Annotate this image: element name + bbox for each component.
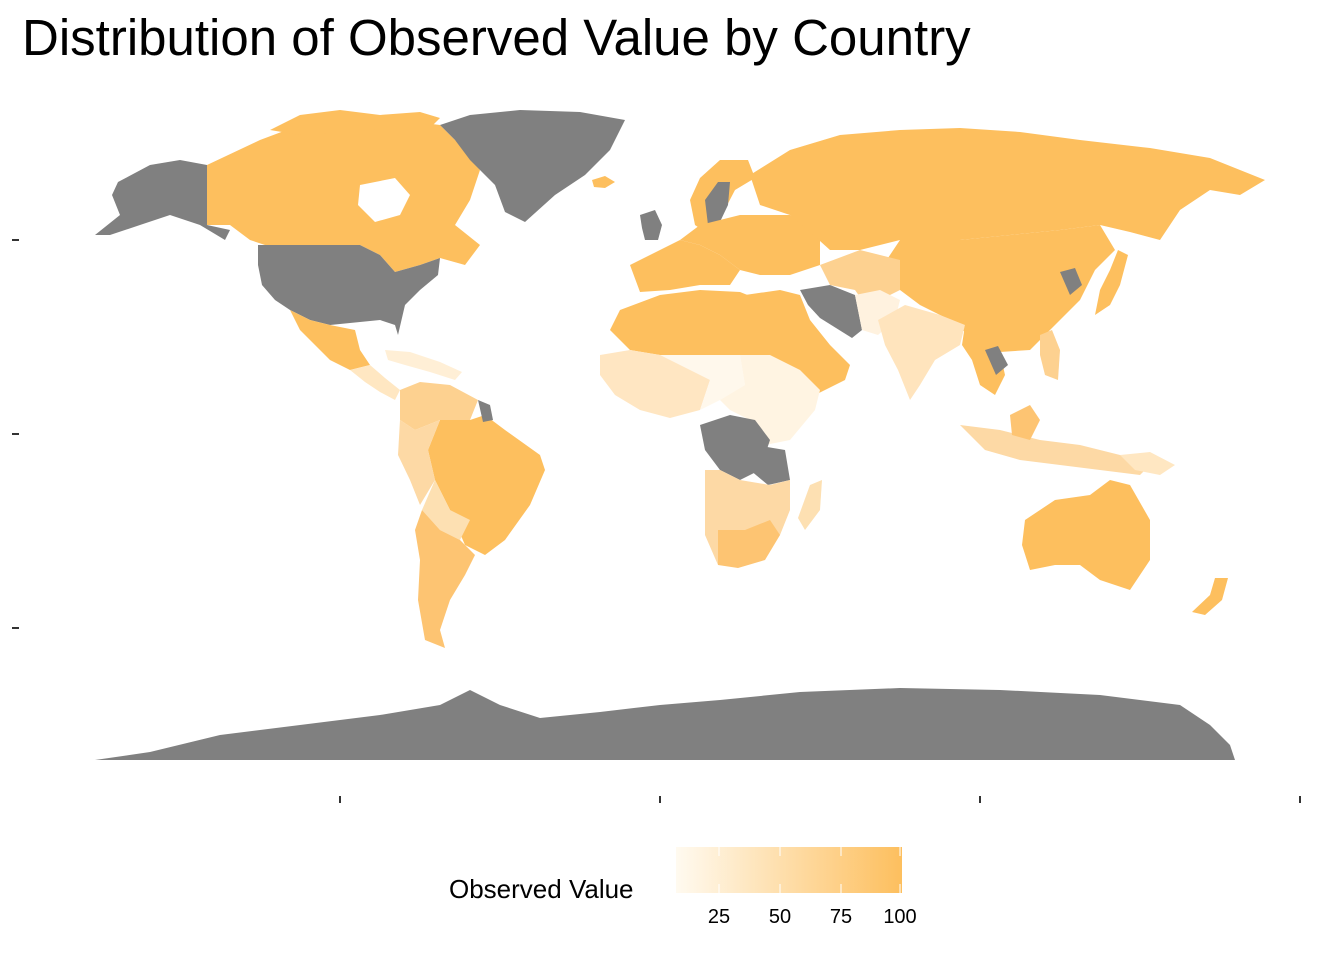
- region-uk: [640, 210, 662, 240]
- region-papua: [1120, 452, 1175, 475]
- region-japan: [1095, 250, 1128, 315]
- region-australia: [1022, 480, 1150, 590]
- region-colombia-venezuela: [400, 382, 478, 430]
- region-usa: [258, 245, 440, 335]
- region-north-korea: [1060, 268, 1082, 295]
- region-north-africa: [610, 290, 770, 355]
- x-axis-ticks: [339, 796, 1301, 803]
- region-west-africa: [600, 350, 710, 418]
- region-west-europe: [630, 240, 740, 292]
- legend-break-label: 50: [768, 906, 792, 928]
- region-iceland: [592, 176, 615, 188]
- region-china: [880, 225, 1115, 352]
- region-antarctica: [95, 688, 1235, 760]
- legend-break-label: 100: [883, 906, 917, 928]
- region-mexico: [290, 310, 370, 370]
- region-caribbean: [385, 350, 462, 380]
- region-bolivia-paraguay: [422, 480, 470, 540]
- region-new-zealand: [1192, 578, 1228, 615]
- region-zambia: [750, 445, 790, 485]
- region-indonesia: [960, 425, 1150, 475]
- region-argentina-chile: [415, 510, 475, 648]
- region-east-africa: [720, 355, 820, 445]
- chart-title: Distribution of Observed Value by Countr…: [22, 9, 971, 66]
- region-russia: [750, 128, 1265, 250]
- region-laos: [985, 346, 1008, 375]
- region-central-asia: [820, 250, 900, 300]
- legend-colorbar: [676, 847, 902, 893]
- region-east-europe: [680, 215, 820, 275]
- region-india: [878, 305, 965, 400]
- region-middle-east: [745, 290, 850, 395]
- region-canada: [207, 120, 480, 272]
- legend-title: Observed Value: [449, 874, 634, 904]
- region-canada-islands: [270, 110, 440, 135]
- y-axis-ticks: [12, 239, 19, 629]
- region-south-africa: [718, 520, 780, 568]
- region-philippines: [1040, 330, 1060, 380]
- region-iran: [800, 285, 862, 338]
- region-madagascar: [798, 480, 822, 530]
- region-southeast-asia: [962, 325, 1005, 395]
- region-hudson-bay: [358, 178, 410, 222]
- legend-break-label: 25: [707, 906, 731, 928]
- region-sweden: [705, 182, 730, 226]
- region-alaska: [95, 160, 230, 240]
- region-sahel: [660, 355, 745, 410]
- region-greenland: [440, 110, 625, 222]
- region-suriname: [478, 400, 493, 422]
- region-borneo: [1010, 405, 1040, 440]
- region-andes-west: [398, 420, 440, 505]
- legend-break-label: 75: [829, 906, 853, 928]
- region-central-america: [350, 365, 400, 400]
